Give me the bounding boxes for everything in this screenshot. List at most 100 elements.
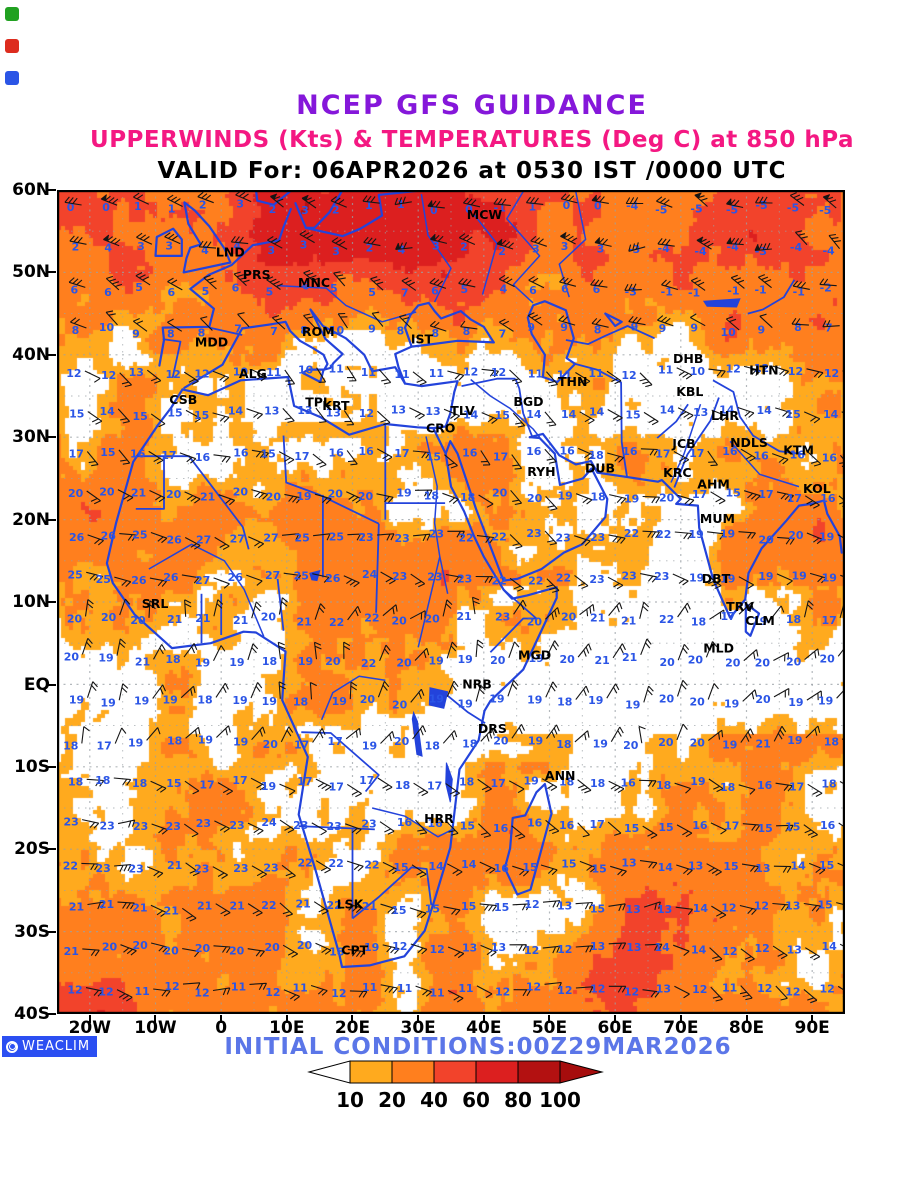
temp-value: 14 bbox=[791, 859, 807, 872]
corner-swatch-1 bbox=[5, 39, 19, 53]
wind-barb bbox=[86, 571, 104, 582]
lon-axis-tick bbox=[154, 1015, 157, 1023]
wind-barb bbox=[119, 372, 132, 388]
coastline bbox=[254, 190, 292, 206]
temp-value: 22 bbox=[491, 574, 506, 587]
temp-value: 16 bbox=[790, 448, 806, 461]
wind-barb bbox=[135, 272, 151, 286]
wind-barb bbox=[281, 864, 296, 879]
temp-value: 9 bbox=[560, 321, 568, 334]
temp-value: 3 bbox=[137, 240, 145, 253]
wind-barb bbox=[836, 688, 845, 699]
temp-value: 18 bbox=[395, 779, 410, 792]
temp-value: 17 bbox=[491, 777, 506, 790]
wind-barb bbox=[445, 573, 464, 584]
wind-barb bbox=[251, 601, 262, 619]
temp-value: 26 bbox=[163, 571, 179, 584]
wind-barb bbox=[775, 782, 793, 792]
lon-axis-label: 90E bbox=[794, 1018, 830, 1038]
wind-barb bbox=[278, 681, 286, 699]
wind-barb bbox=[401, 277, 417, 291]
wind-barb bbox=[347, 783, 362, 798]
temp-value: 18 bbox=[589, 449, 604, 462]
temp-value: 20 bbox=[623, 739, 639, 752]
wind-barb bbox=[740, 948, 755, 963]
temp-value: 8 bbox=[431, 327, 439, 340]
wind-barb bbox=[708, 778, 724, 793]
temp-value: 2 bbox=[366, 242, 374, 255]
wind-barb bbox=[153, 644, 166, 660]
city-label: DBT bbox=[702, 571, 731, 586]
wind-barb bbox=[279, 783, 296, 796]
wind-barb bbox=[184, 537, 201, 550]
legend-value: 100 bbox=[539, 1088, 581, 1112]
wind-barb-pennant bbox=[103, 235, 109, 242]
wind-barb bbox=[150, 413, 166, 428]
wind-barb bbox=[640, 573, 658, 583]
wind-barb bbox=[410, 943, 428, 955]
temp-value: 12 bbox=[265, 986, 280, 999]
wind-barb bbox=[710, 822, 727, 835]
temp-value: 19 bbox=[429, 654, 444, 667]
wind-barb bbox=[345, 823, 362, 835]
temp-value: 19 bbox=[195, 657, 210, 670]
wind-barb bbox=[185, 409, 202, 423]
temp-value: 14 bbox=[691, 944, 707, 957]
coastline bbox=[270, 308, 407, 385]
temp-value: 12 bbox=[166, 368, 181, 381]
temp-value: 3 bbox=[597, 242, 605, 255]
temp-value: 11 bbox=[135, 985, 150, 998]
wind-barb-pennant bbox=[696, 237, 704, 243]
wind-barb bbox=[136, 232, 153, 245]
wind-barb bbox=[725, 316, 740, 331]
temp-value: 5 bbox=[368, 286, 376, 299]
wind-barb bbox=[314, 493, 332, 505]
temp-value: 23 bbox=[622, 570, 637, 583]
wind-barb bbox=[559, 276, 577, 287]
wind-barb bbox=[741, 863, 760, 873]
temp-value: 13 bbox=[688, 860, 703, 873]
wind-barb bbox=[462, 197, 481, 208]
wind-barb bbox=[446, 680, 459, 697]
temp-value: 17 bbox=[692, 488, 707, 501]
temp-value: 20 bbox=[360, 693, 376, 706]
wind-barb bbox=[443, 408, 460, 421]
temp-value: 7 bbox=[825, 322, 833, 335]
temp-value: 11 bbox=[397, 982, 412, 995]
temp-value: 9 bbox=[368, 323, 376, 336]
wind-barb bbox=[558, 315, 576, 326]
city-label: CSB bbox=[169, 392, 197, 407]
temp-value: 16 bbox=[560, 444, 576, 457]
temp-value: 21 bbox=[590, 612, 605, 625]
wind-barb bbox=[237, 312, 250, 328]
wind-barb bbox=[577, 447, 595, 460]
wind-barb bbox=[183, 371, 199, 385]
wind-barb bbox=[575, 372, 591, 386]
wind-barb bbox=[429, 320, 447, 332]
wind-barb bbox=[280, 726, 294, 743]
wind-barb bbox=[87, 901, 105, 910]
wind-barb bbox=[819, 278, 837, 287]
temp-value: 19 bbox=[262, 695, 277, 708]
temp-value: 18 bbox=[95, 774, 110, 787]
city-label: KTM bbox=[783, 443, 814, 458]
temp-value: 16 bbox=[233, 446, 249, 459]
temp-value: 16 bbox=[754, 450, 770, 463]
wind-barb bbox=[117, 408, 131, 424]
temp-value: 16 bbox=[462, 447, 478, 460]
temp-value: 25 bbox=[294, 570, 309, 583]
temp-value: 7 bbox=[499, 327, 507, 340]
temp-value: 11 bbox=[328, 362, 343, 375]
wind-barb bbox=[371, 311, 384, 327]
wind-barb bbox=[315, 942, 332, 955]
temp-value: 15 bbox=[100, 446, 115, 459]
temp-value: 17 bbox=[394, 447, 409, 460]
wind-barb bbox=[86, 451, 99, 467]
lon-axis-tick bbox=[482, 1015, 485, 1023]
temp-value: 21 bbox=[456, 610, 471, 623]
wind-barb bbox=[114, 727, 127, 744]
temp-value: 13 bbox=[693, 406, 708, 419]
lon-axis-label: 20W bbox=[68, 1018, 111, 1038]
wind-barb bbox=[710, 986, 723, 1002]
wind-barb bbox=[313, 641, 322, 660]
